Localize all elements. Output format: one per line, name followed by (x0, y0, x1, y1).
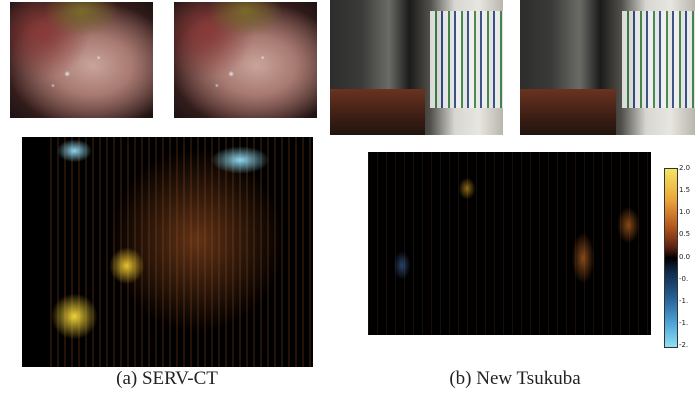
serv-ct-error-map (22, 137, 313, 367)
tsukuba-error-map (368, 152, 651, 335)
error-colorbar (664, 168, 678, 348)
tsukuba-left-image (330, 0, 503, 135)
colorbar-tick: -1. (679, 298, 689, 305)
caption-new-tsukuba: (b) New Tsukuba (449, 368, 581, 389)
tsukuba-right-image (520, 0, 695, 135)
colorbar-tick: 1.0 (679, 209, 691, 216)
colorbar-tick: -1. (679, 320, 689, 327)
serv-ct-left-image (10, 2, 153, 118)
colorbar-tick: 1.5 (679, 187, 691, 194)
colorbar-tick: 0.0 (679, 254, 691, 261)
caption-serv-ct: (a) SERV-CT (116, 368, 218, 389)
serv-ct-right-image (174, 2, 317, 118)
colorbar-tick: -2. (679, 342, 689, 349)
colorbar-tick: -0. (679, 276, 689, 283)
colorbar-tick: 2.0 (679, 165, 691, 172)
colorbar-tick: 0.5 (679, 231, 691, 238)
